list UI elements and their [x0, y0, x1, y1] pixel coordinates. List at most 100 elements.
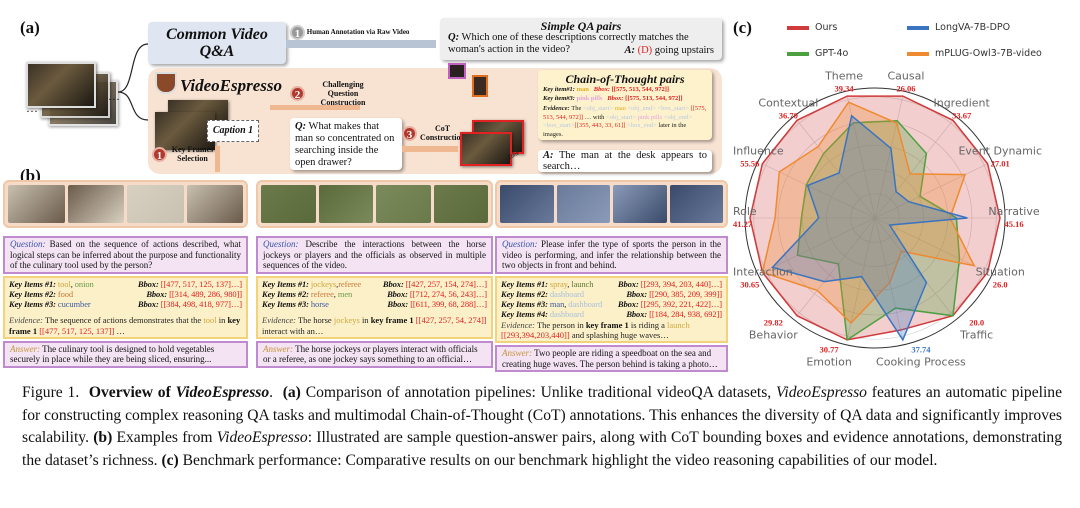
challenging-question-label: 2 Challenging Question Construction	[290, 80, 378, 107]
video-frame	[613, 185, 667, 223]
caption-1-box: Caption 1	[207, 120, 259, 142]
grid-spoke	[874, 163, 988, 219]
text-segment: … with	[583, 113, 607, 121]
grid-spoke	[874, 217, 988, 273]
common-video-qa-box: Common Video Q&A	[148, 22, 286, 64]
text-segment: The sequence of actions demonstrates tha…	[42, 315, 204, 326]
key-item-bbox: Bbox: [[184, 284, 938, 692]]	[626, 309, 722, 320]
key-item-bbox: Bbox: [[293, 394, 203, 440]…]	[617, 278, 722, 289]
axis-label: Ingredient	[933, 96, 990, 109]
key-item-bbox: Bbox: [[384, 498, 418, 977]…]	[137, 299, 242, 310]
text-segment: Evidence:	[501, 319, 535, 330]
video-frame	[8, 185, 65, 223]
grid-spoke	[874, 217, 954, 316]
grid-spoke	[796, 120, 876, 219]
axis-label: Influence	[733, 145, 784, 158]
grid-spoke	[846, 217, 876, 340]
key-item-row: Key Items #2: dashboard Bbox: [[290, 385,…	[501, 288, 722, 299]
axis-max-value: 45.16	[1004, 219, 1023, 229]
grid-spoke	[762, 217, 876, 273]
key-term: man	[549, 299, 565, 310]
axis-max-value: 30.65	[740, 279, 759, 289]
example-3: Question: Please infer the type of sport…	[495, 180, 728, 373]
grid-spoke	[796, 217, 876, 316]
cot-construction-label: 3 CoT Construction	[402, 124, 465, 142]
legend-mplug: mPLUG-Owl3-7B-video	[907, 48, 1042, 59]
series-gpt-4o	[796, 119, 961, 342]
axis-label: Traffic	[959, 329, 993, 342]
key-term: jockeys	[310, 278, 337, 289]
axis-max-value: 30.77	[820, 345, 840, 355]
key-items-box: Key Items #1: jockeys,referee Bbox: [[427…	[256, 275, 493, 339]
key-item-row: Key Items #1: spray, launch Bbox: [[293, …	[501, 278, 722, 289]
grid-spoke	[874, 96, 904, 219]
axis-max-value: 39.34	[835, 83, 855, 93]
axis-label: Theme	[824, 69, 863, 82]
cot-arrow	[402, 146, 458, 152]
branch-arrows	[118, 43, 149, 121]
key-term: onion	[74, 278, 94, 289]
text-segment: Evidence:	[262, 315, 296, 326]
key-item-bbox: Bbox: [[477, 517, 125, 137]…]	[137, 278, 242, 289]
key-item-row: Key Items #1: jockeys,referee Bbox: [[427…	[262, 278, 487, 289]
axis-label: Interaction	[733, 265, 793, 278]
answer-box: Answer: The culinary tool is designed to…	[3, 340, 248, 368]
key-term: men	[337, 288, 353, 299]
text-segment: in	[359, 315, 371, 326]
key-items-box: Key Items #1: spray, launch Bbox: [[293, …	[495, 275, 728, 344]
panel-c-label: (c)	[733, 18, 752, 37]
grid-spoke	[874, 120, 954, 219]
text-segment: pink pills	[636, 113, 664, 121]
key-item-row: Key Items #2: referee, men Bbox: [[712, 2…	[262, 288, 487, 299]
key-term: tool	[57, 278, 71, 289]
key-term: spray	[549, 278, 568, 289]
step1-label: 1 Human Annotation via Raw Video	[290, 25, 409, 40]
key-term: ,	[336, 278, 339, 289]
text-segment: Evidence:	[543, 105, 570, 112]
video-frame	[186, 185, 243, 223]
key-item-row: Key Items #2: food Bbox: [[314, 489, 286,…	[9, 288, 242, 299]
key-item-row: Key Items #3: cucumber Bbox: [[384, 498, …	[9, 299, 242, 310]
cot-key-item: Key item#1: man Bbox: [[575, 513, 544, 9…	[543, 86, 670, 93]
question-box: Question: Based on the sequence of actio…	[3, 236, 248, 274]
axis-label: Cooking Process	[876, 356, 966, 369]
answer-box: Answer: The horse jockeys or players int…	[256, 340, 493, 368]
key-term: horse	[310, 299, 329, 310]
axis-max-value: 55.56	[740, 159, 759, 169]
key-term: cucumber	[57, 299, 91, 310]
key-term: referee	[338, 278, 362, 289]
axis-max-value: 26.06	[896, 83, 915, 93]
text-segment: <obj_end> <box_start>	[627, 105, 689, 112]
text-segment: key frame 1	[585, 319, 629, 330]
axis-label: Narrative	[988, 205, 1039, 218]
legend-ours: Ours	[787, 22, 837, 33]
axis-label: Event Dynamic	[958, 145, 1042, 158]
key-term: ,	[564, 299, 569, 310]
video-frame	[318, 185, 373, 223]
legend-gpt4o: GPT-4o	[787, 48, 848, 59]
example-1: Question: Based on the sequence of actio…	[3, 180, 248, 368]
video-frame	[127, 185, 184, 223]
text-segment: <box_end>	[625, 122, 657, 129]
figure-caption: Figure 1. Overview of VideoEspresso. (a)…	[22, 384, 1063, 469]
simple-qa-box: Simple QA pairs Q: Which one of these de…	[440, 18, 722, 60]
outer-ring	[744, 87, 1006, 349]
grid-spoke	[762, 163, 876, 219]
text-segment: The	[569, 105, 583, 112]
series-longva-7b-dpo	[771, 114, 968, 342]
video-frame	[376, 185, 431, 223]
key-item-bbox: Bbox: [[712, 274, 56, 243]…]	[387, 288, 487, 299]
text-segment: [[575, 513, 544, 972]]	[543, 105, 707, 121]
human-annotation-arrow	[286, 40, 436, 48]
axis-label: Role	[733, 205, 757, 218]
video-frame	[433, 185, 488, 223]
key-crop-orange	[472, 75, 488, 97]
question-box: Q: What makes that man so concentrated o…	[290, 118, 402, 170]
text-segment: [[293,394,203,440]]	[501, 329, 570, 340]
question-box: Question: Please infer the type of sport…	[495, 236, 728, 274]
answer-box: A: The man at the desk appears to search…	[538, 150, 712, 172]
grid-spoke	[874, 217, 904, 340]
text-segment: <obj_end> <box_start>	[543, 113, 693, 130]
key-item-row: Key Items #3: horse Bbox: [[611, 399, 68,…	[262, 299, 487, 310]
